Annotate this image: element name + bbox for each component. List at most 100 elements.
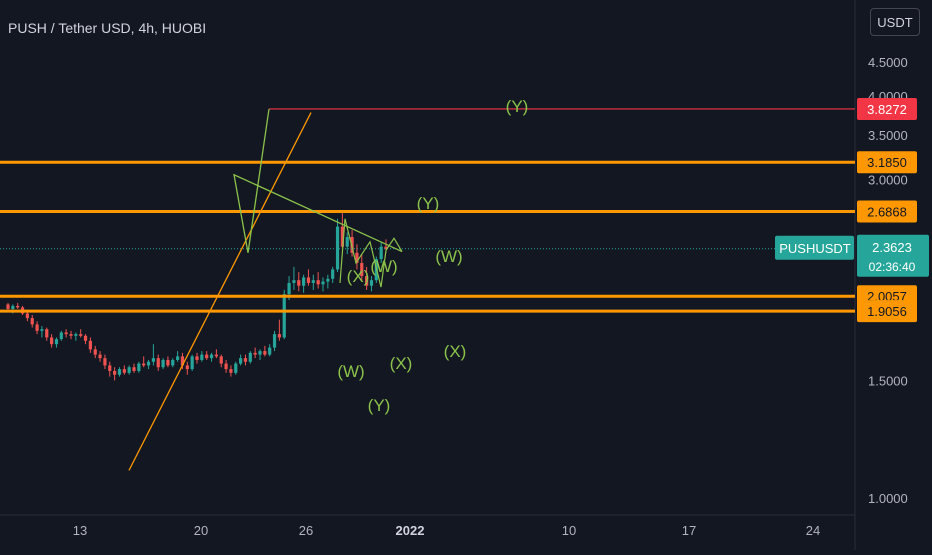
candle-body	[45, 329, 49, 338]
candle-body	[190, 356, 194, 370]
current-price-bg	[857, 234, 929, 277]
candle	[176, 351, 180, 362]
candle	[156, 354, 160, 371]
candle-body	[306, 277, 311, 283]
candle	[321, 277, 325, 292]
x-tick-label: 24	[806, 523, 820, 538]
candle-body	[243, 358, 248, 362]
current-price-badge: 2.3623 02:36:40	[857, 234, 929, 277]
candle	[239, 354, 243, 366]
current-price-text: 2.3623	[872, 240, 912, 255]
chart-title: PUSH / Tether USD, 4h, HUOBI	[8, 20, 207, 36]
candle-body	[146, 361, 151, 366]
candle-body	[239, 358, 243, 364]
candle	[272, 330, 277, 352]
candle-body	[122, 369, 126, 373]
y-tick-label: 3.5000	[868, 128, 908, 143]
candle-body	[214, 354, 218, 357]
candle	[369, 276, 374, 292]
target-price-badge: 3.8272	[857, 97, 917, 120]
candle-body	[16, 305, 20, 308]
candle	[45, 327, 49, 341]
candle	[365, 266, 369, 290]
candle-body	[205, 354, 209, 359]
candle	[103, 354, 107, 370]
candle-body	[161, 359, 165, 368]
candle-body	[379, 246, 383, 260]
candle	[335, 218, 340, 273]
candle-body	[108, 365, 112, 371]
x-tick-label: 17	[682, 523, 696, 538]
y-tick-label: 4.5000	[868, 55, 908, 70]
candle-body	[268, 347, 272, 355]
candle-body	[335, 226, 340, 270]
x-tick-label: 13	[73, 523, 87, 538]
candle	[243, 354, 248, 366]
candle	[219, 354, 223, 368]
candle-body	[50, 337, 54, 345]
currency-unit-button[interactable]: USDT	[870, 8, 920, 36]
candle	[263, 345, 267, 357]
candle	[79, 329, 83, 338]
projection-path	[233, 108, 403, 253]
candle	[59, 330, 63, 341]
candle-body	[311, 280, 315, 283]
candle-body	[156, 358, 160, 368]
candle-body	[229, 369, 233, 373]
candle	[190, 354, 194, 371]
candle-body	[176, 356, 180, 360]
candle-body	[137, 363, 141, 371]
candle-body	[287, 282, 291, 295]
candle-body	[40, 329, 44, 331]
candle-body	[64, 332, 68, 335]
candle	[166, 356, 170, 368]
level-price-badge-text: 2.6868	[867, 204, 907, 219]
candle	[340, 210, 344, 251]
candle	[142, 356, 146, 368]
candle-body	[297, 280, 301, 286]
candle-body	[292, 280, 296, 283]
level-price-badge: 1.9056	[857, 300, 917, 323]
candle	[88, 337, 92, 353]
countdown-text: 02:36:40	[869, 260, 916, 274]
candle	[355, 244, 359, 270]
candle-body	[263, 351, 267, 355]
candle	[113, 367, 117, 381]
candle	[132, 363, 136, 373]
candle-body	[30, 318, 34, 325]
candle-body	[6, 304, 10, 309]
x-tick-label: 10	[562, 523, 576, 538]
candle	[268, 344, 272, 357]
candle	[35, 321, 39, 335]
wave-label: (X)	[347, 267, 370, 286]
candle	[302, 274, 306, 293]
candle-body	[151, 358, 155, 362]
candle	[316, 272, 320, 289]
candle	[108, 361, 112, 377]
candle	[40, 326, 44, 338]
candle	[311, 274, 315, 290]
x-tick-label: 26	[299, 523, 313, 538]
candle-body	[248, 352, 252, 362]
y-tick-label: 1.5000	[868, 373, 908, 388]
candle	[161, 358, 165, 370]
candle-body	[83, 335, 88, 341]
candle	[258, 349, 262, 360]
candle-body	[35, 324, 39, 331]
level-price-badge-text: 1.9056	[867, 304, 907, 319]
candle-body	[98, 354, 102, 359]
candle-body	[132, 367, 136, 371]
candle-body	[365, 276, 369, 286]
candle-body	[166, 359, 170, 366]
candle-body	[200, 354, 204, 360]
candle-body	[326, 278, 330, 282]
candle	[282, 289, 286, 340]
candle	[83, 334, 88, 345]
candle	[195, 352, 199, 364]
wave-label: (Y)	[368, 396, 391, 415]
symbol-tag: PUSHUSDT	[775, 235, 854, 260]
candle	[93, 345, 97, 359]
candle	[122, 365, 126, 375]
